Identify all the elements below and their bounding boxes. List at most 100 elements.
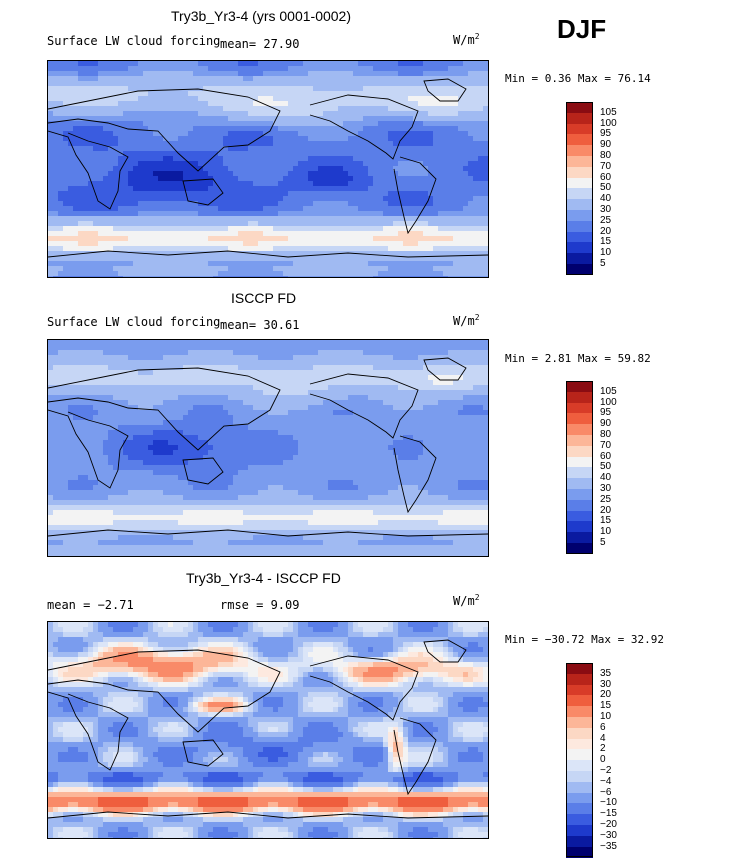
field-cell	[463, 236, 468, 241]
field-cell	[338, 221, 343, 226]
field-cell	[348, 236, 353, 241]
field-cell	[453, 350, 458, 355]
field-cell	[318, 365, 323, 370]
field-cell	[148, 201, 153, 206]
field-cell	[148, 360, 153, 365]
field-cell	[463, 96, 468, 101]
field-cell	[223, 151, 228, 156]
field-cell	[478, 340, 483, 345]
field-cell	[248, 176, 253, 181]
field-cell	[433, 385, 438, 390]
field-cell	[98, 111, 103, 116]
field-cell	[53, 271, 58, 276]
field-cell	[448, 236, 453, 241]
field-cell	[183, 96, 188, 101]
field-cell	[473, 340, 478, 345]
field-cell	[353, 151, 358, 156]
field-cell	[118, 385, 123, 390]
field-cell	[158, 81, 163, 86]
field-cell	[298, 216, 303, 221]
field-cell	[133, 101, 138, 106]
field-cell	[378, 380, 383, 385]
field-cell	[463, 66, 468, 71]
field-cell	[108, 116, 113, 121]
field-cell	[208, 131, 213, 136]
field-cell	[418, 171, 423, 176]
field-cell	[373, 211, 378, 216]
field-cell	[78, 171, 83, 176]
field-cell	[473, 71, 478, 76]
field-cell	[463, 216, 468, 221]
field-cell	[138, 141, 143, 146]
field-cell	[133, 71, 138, 76]
field-cell	[153, 370, 158, 375]
field-cell	[113, 111, 118, 116]
field-cell	[183, 101, 188, 106]
field-cell	[123, 355, 128, 360]
field-cell	[383, 390, 388, 395]
field-cell	[393, 261, 398, 266]
field-cell	[183, 106, 188, 111]
field-cell	[323, 76, 328, 81]
field-cell	[58, 141, 63, 146]
field-cell	[483, 251, 488, 256]
field-cell	[273, 91, 278, 96]
field-cell	[478, 241, 483, 246]
field-cell	[148, 176, 153, 181]
field-cell	[223, 166, 228, 171]
field-cell	[433, 226, 438, 231]
field-cell	[233, 71, 238, 76]
field-cell	[48, 221, 53, 226]
field-cell	[468, 136, 473, 141]
field-cell	[238, 196, 243, 201]
field-cell	[308, 101, 313, 106]
field-cell	[293, 221, 298, 226]
field-cell	[318, 236, 323, 241]
field-cell	[453, 241, 458, 246]
field-cell	[383, 66, 388, 71]
field-cell	[58, 350, 63, 355]
field-cell	[308, 151, 313, 156]
field-cell	[78, 66, 83, 71]
field-cell	[383, 340, 388, 345]
field-cell	[108, 266, 113, 271]
field-cell	[233, 266, 238, 271]
field-cell	[378, 370, 383, 375]
field-cell	[363, 141, 368, 146]
field-cell	[158, 146, 163, 151]
field-cell	[348, 380, 353, 385]
field-cell	[258, 340, 263, 345]
field-cell	[388, 256, 393, 261]
field-cell	[453, 206, 458, 211]
field-cell	[443, 141, 448, 146]
field-cell	[168, 196, 173, 201]
field-cell	[78, 256, 83, 261]
field-cell	[473, 390, 478, 395]
field-cell	[298, 156, 303, 161]
field-cell	[128, 206, 133, 211]
field-cell	[153, 350, 158, 355]
field-cell	[303, 181, 308, 186]
field-cell	[233, 241, 238, 246]
field-cell	[163, 131, 168, 136]
field-cell	[223, 96, 228, 101]
field-cell	[168, 360, 173, 365]
field-cell	[193, 395, 198, 400]
field-cell	[418, 151, 423, 156]
field-cell	[213, 350, 218, 355]
field-cell	[443, 146, 448, 151]
field-cell	[208, 111, 213, 116]
field-cell	[143, 81, 148, 86]
field-cell	[308, 246, 313, 251]
field-cell	[448, 246, 453, 251]
field-cell	[178, 116, 183, 121]
field-cell	[238, 76, 243, 81]
field-cell	[443, 106, 448, 111]
field-cell	[218, 231, 223, 236]
field-cell	[163, 121, 168, 126]
field-cell	[68, 236, 73, 241]
field-cell	[483, 96, 488, 101]
field-cell	[288, 106, 293, 111]
field-cell	[288, 76, 293, 81]
field-cell	[238, 121, 243, 126]
